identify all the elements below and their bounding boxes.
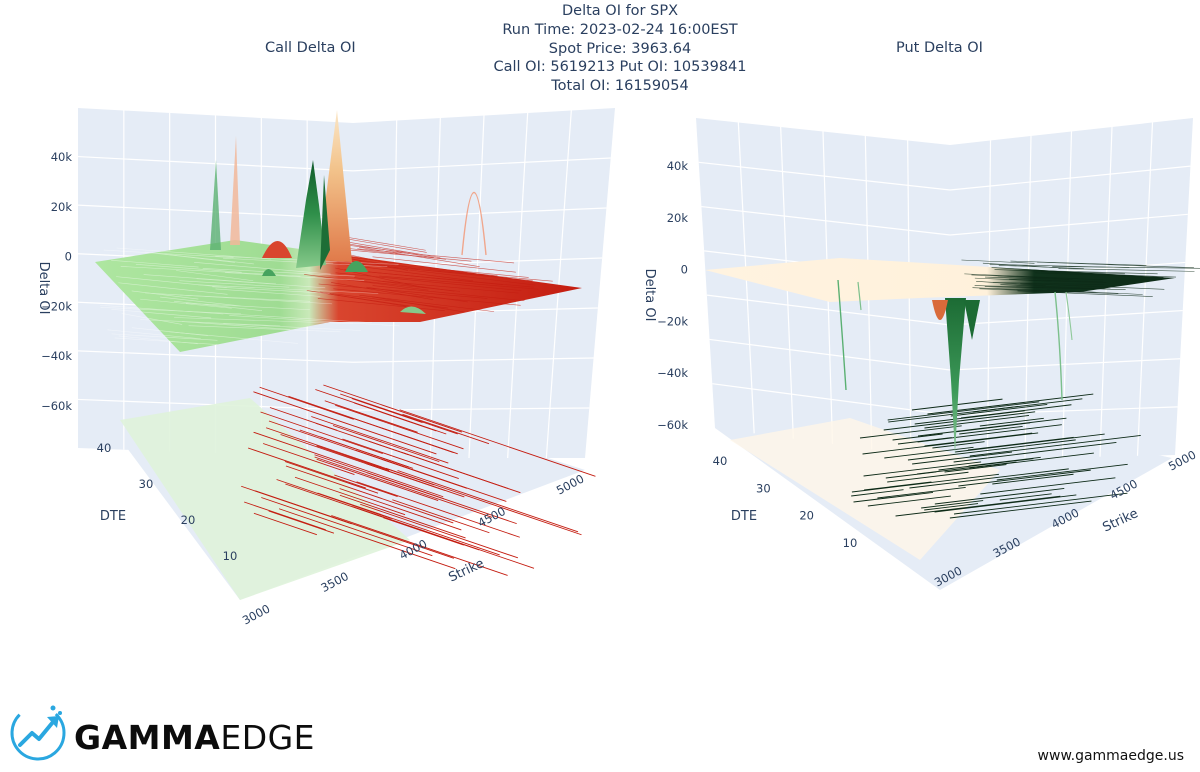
total-oi-label: Total OI: 16159054 bbox=[551, 78, 689, 95]
call-z-tick-label: −60k bbox=[41, 399, 72, 413]
call-subplot-title: Call Delta OI bbox=[265, 40, 356, 56]
call-floor-contours bbox=[120, 384, 596, 600]
call-z-tick-label: −20k bbox=[41, 299, 72, 313]
put-y-tick-label: 30 bbox=[756, 481, 771, 495]
put-y-axis-ticks: 10 20 30 40 bbox=[713, 454, 858, 550]
call-x-tick-label: 3500 bbox=[318, 569, 350, 595]
call-peaks bbox=[210, 110, 487, 314]
call-y-tick-label: 40 bbox=[97, 441, 112, 455]
call-z-tick-label: 20k bbox=[51, 200, 73, 214]
put-z-tick-label: 0 bbox=[681, 263, 688, 277]
put-z-tick-label: −20k bbox=[657, 314, 688, 328]
put-z-axis-title: Delta OI bbox=[642, 269, 657, 322]
call-y-tick-label: 20 bbox=[181, 513, 196, 527]
put-z-tick-label: 40k bbox=[667, 159, 689, 173]
call-y-axis-title: DTE bbox=[100, 509, 126, 524]
put-z-axis-ticks: 40k 20k 0 −20k −40k −60k bbox=[657, 159, 688, 432]
open-interest-label: Call OI: 5619213 Put OI: 10539841 bbox=[493, 59, 747, 76]
put-y-tick-label: 40 bbox=[713, 454, 728, 468]
call-x-tick-label: 3000 bbox=[240, 601, 272, 627]
put-z-tick-label: −40k bbox=[657, 366, 688, 380]
call-y-axis-ticks: 10 20 30 40 bbox=[97, 441, 238, 563]
call-z-axis-ticks: 40k 20k 0 −20k −40k −60k bbox=[41, 150, 72, 413]
call-surface bbox=[95, 240, 582, 352]
put-y-axis-title: DTE bbox=[731, 509, 757, 524]
put-z-tick-label: −60k bbox=[657, 418, 688, 432]
chart-title-block: Delta OI for SPX Run Time: 2023-02-24 16… bbox=[0, 2, 1200, 96]
put-x-axis-title: Strike bbox=[1100, 506, 1140, 535]
call-z-tick-label: 40k bbox=[51, 150, 73, 164]
call-y-tick-label: 30 bbox=[139, 477, 154, 491]
put-y-tick-label: 10 bbox=[843, 536, 858, 550]
call-z-tick-label: 0 bbox=[65, 250, 72, 264]
put-troughs bbox=[837, 279, 1073, 455]
spot-price-label: Spot Price: 3963.64 bbox=[548, 40, 692, 57]
website-link[interactable]: www.gammaedge.us bbox=[1037, 748, 1184, 764]
call-x-axis-title: Strike bbox=[446, 556, 486, 585]
brand-wordmark: GAMMAEDGE bbox=[74, 718, 315, 757]
put-z-tick-label: 20k bbox=[667, 211, 689, 225]
put-y-tick-label: 20 bbox=[799, 509, 814, 523]
call-z-axis-title: Delta OI bbox=[36, 262, 51, 315]
put-floor-contours bbox=[730, 393, 1141, 560]
put-gridlines bbox=[698, 122, 1191, 460]
brand-word-edge: EDGE bbox=[220, 718, 316, 757]
call-y-tick-label: 10 bbox=[223, 549, 238, 563]
brand-word-gamma: GAMMA bbox=[74, 718, 221, 757]
trend-arrow-logo-icon bbox=[10, 705, 66, 761]
call-z-tick-label: −40k bbox=[41, 349, 72, 363]
run-time-label: Run Time: 2023-02-24 16:00EST bbox=[502, 21, 738, 38]
chart-title: Delta OI for SPX bbox=[561, 3, 679, 19]
put-subplot-title: Put Delta OI bbox=[896, 40, 983, 56]
